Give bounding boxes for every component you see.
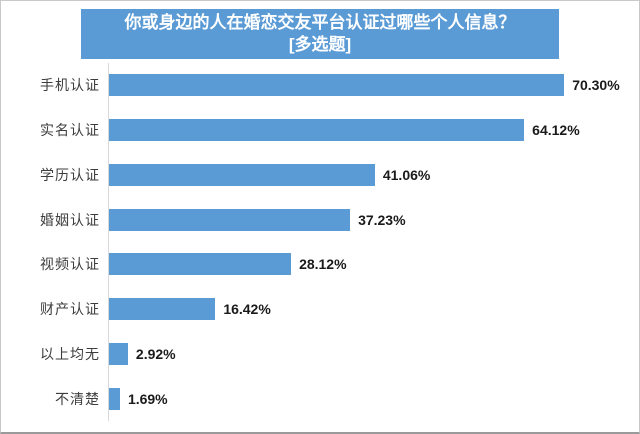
category-label: 以上均无: [40, 345, 100, 362]
category-label: 手机认证: [40, 77, 100, 94]
bar: [109, 342, 128, 365]
value-label: 16.42%: [223, 301, 271, 318]
bar: [109, 119, 525, 142]
bar-row: 视频认证 28.12%: [1, 242, 639, 287]
category-label: 婚姻认证: [40, 211, 100, 228]
bar-track: 2.92%: [108, 331, 627, 377]
value-label: 64.12%: [532, 122, 580, 139]
chart-subtitle: [多选题]: [288, 35, 352, 54]
value-label: 28.12%: [299, 256, 347, 273]
value-label: 41.06%: [382, 166, 431, 183]
category-label: 财产认证: [40, 301, 100, 318]
bar: [109, 163, 375, 186]
value-label: 37.23%: [358, 211, 406, 228]
bar-row: 学历认证 41.06%: [1, 152, 639, 198]
value-label: 1.69%: [127, 390, 168, 407]
category-label: 学历认证: [40, 166, 100, 183]
bar-row: 以上均无 2.92%: [1, 331, 639, 377]
bar-row: 实名认证 64.12%: [1, 107, 639, 153]
bar-track: 41.06%: [108, 152, 627, 198]
bar: [109, 253, 292, 276]
bar-chart: 手机认证 70.30% 实名认证 64.12% 学历认证 41.06% 婚姻认证…: [1, 63, 639, 421]
bar: [109, 298, 216, 321]
bar-track: 16.42%: [108, 286, 627, 332]
bar-row: 不清楚 1.69%: [1, 376, 639, 421]
category-label: 实名认证: [40, 122, 100, 139]
bar-track: 70.30%: [108, 63, 627, 108]
bar-track: 28.12%: [108, 242, 627, 287]
value-label: 2.92%: [135, 345, 176, 362]
bar: [109, 387, 120, 410]
bar: [109, 74, 565, 97]
category-label: 不清楚: [55, 390, 100, 407]
category-label: 视频认证: [40, 256, 100, 273]
bar-track: 37.23%: [108, 197, 627, 242]
bar-row: 财产认证 16.42%: [1, 286, 639, 332]
bar-row: 婚姻认证 37.23%: [1, 197, 639, 242]
bar: [109, 208, 351, 231]
value-label: 70.30%: [572, 77, 620, 94]
bar-track: 64.12%: [108, 107, 627, 153]
bar-row: 手机认证 70.30%: [1, 63, 639, 108]
chart-title: 你或身边的人在婚恋交友平台认证过哪些个人信息？: [124, 13, 516, 32]
bar-track: 1.69%: [108, 376, 627, 421]
chart-title-box: 你或身边的人在婚恋交友平台认证过哪些个人信息？ [多选题]: [81, 9, 559, 59]
